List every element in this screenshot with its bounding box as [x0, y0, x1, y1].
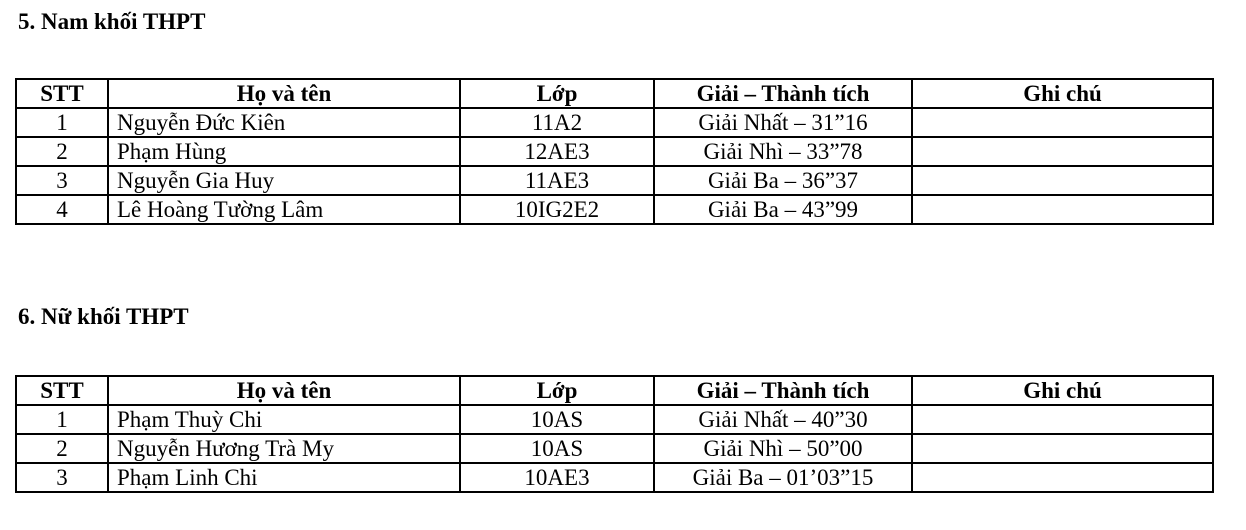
cell-note [911, 194, 1214, 225]
header-note: Ghi chú [911, 375, 1214, 406]
section-heading-nam: 5. Nam khối THPT [18, 9, 206, 34]
header-note: Ghi chú [911, 78, 1214, 109]
table-row: 4 Lê Hoàng Tường Lâm 10IG2E2 Giải Ba – 43”9… [15, 194, 1214, 225]
cell-stt: 4 [15, 194, 109, 225]
table-row: 3 Nguyễn Gia Huy 11AE3 Giải Ba – 36”37 [15, 165, 1214, 196]
cell-name: Phạm Linh Chi [107, 462, 461, 493]
table-row: 1 Nguyễn Đức Kiên 11A2 Giải Nhất – 31”16 [15, 107, 1214, 138]
header-award: Giải – Thành tích [653, 375, 913, 406]
cell-class: 10AS [459, 404, 655, 435]
header-stt: STT [15, 78, 109, 109]
table-row: 2 Phạm Hùng 12AE3 Giải Nhì – 33”78 [15, 136, 1214, 167]
cell-stt: 1 [15, 404, 109, 435]
table-row: 1 Phạm Thuỳ Chi 10AS Giải Nhất – 40”30 [15, 404, 1214, 435]
header-name: Họ và tên [107, 375, 461, 406]
header-class: Lớp [459, 78, 655, 109]
cell-award: Giải Nhì – 33”78 [653, 136, 913, 167]
cell-class: 11AE3 [459, 165, 655, 196]
header-award: Giải – Thành tích [653, 78, 913, 109]
cell-award: Giải Ba – 36”37 [653, 165, 913, 196]
cell-class: 10AS [459, 433, 655, 464]
cell-class: 12AE3 [459, 136, 655, 167]
header-class: Lớp [459, 375, 655, 406]
cell-name: Nguyễn Gia Huy [107, 165, 461, 196]
cell-class: 10AE3 [459, 462, 655, 493]
cell-award: Giải Ba – 43”99 [653, 194, 913, 225]
cell-class: 11A2 [459, 107, 655, 138]
cell-name: Nguyễn Hương Trà My [107, 433, 461, 464]
cell-award: Giải Nhì – 50”00 [653, 433, 913, 464]
cell-name: Phạm Thuỳ Chi [107, 404, 461, 435]
cell-name: Lê Hoàng Tường Lâm [107, 194, 461, 225]
cell-note [911, 165, 1214, 196]
cell-name: Nguyễn Đức Kiên [107, 107, 461, 138]
table-row: 2 Nguyễn Hương Trà My 10AS Giải Nhì – 50”00 [15, 433, 1214, 464]
cell-award: Giải Nhất – 40”30 [653, 404, 913, 435]
cell-note [911, 462, 1214, 493]
cell-stt: 2 [15, 433, 109, 464]
cell-award: Giải Ba – 01’03”15 [653, 462, 913, 493]
header-stt: STT [15, 375, 109, 406]
results-table-nam: STT Họ và tên Lớp Giải – Thành tích Ghi chú 1… [15, 78, 1214, 225]
section-heading-nu: 6. Nữ khối THPT [18, 304, 189, 329]
header-row: STT Họ và tên Lớp Giải – Thành tích Ghi chú [15, 78, 1214, 109]
header-name: Họ và tên [107, 78, 461, 109]
cell-award: Giải Nhất – 31”16 [653, 107, 913, 138]
cell-note [911, 107, 1214, 138]
table-row: 3 Phạm Linh Chi 10AE3 Giải Ba – 01’03”15 [15, 462, 1214, 493]
cell-note [911, 433, 1214, 464]
header-row: STT Họ và tên Lớp Giải – Thành tích Ghi chú [15, 375, 1214, 406]
cell-stt: 3 [15, 165, 109, 196]
cell-stt: 3 [15, 462, 109, 493]
cell-name: Phạm Hùng [107, 136, 461, 167]
cell-note [911, 404, 1214, 435]
cell-stt: 2 [15, 136, 109, 167]
results-table-nu: STT Họ và tên Lớp Giải – Thành tích Ghi chú 1… [15, 375, 1214, 493]
cell-class: 10IG2E2 [459, 194, 655, 225]
cell-stt: 1 [15, 107, 109, 138]
cell-note [911, 136, 1214, 167]
